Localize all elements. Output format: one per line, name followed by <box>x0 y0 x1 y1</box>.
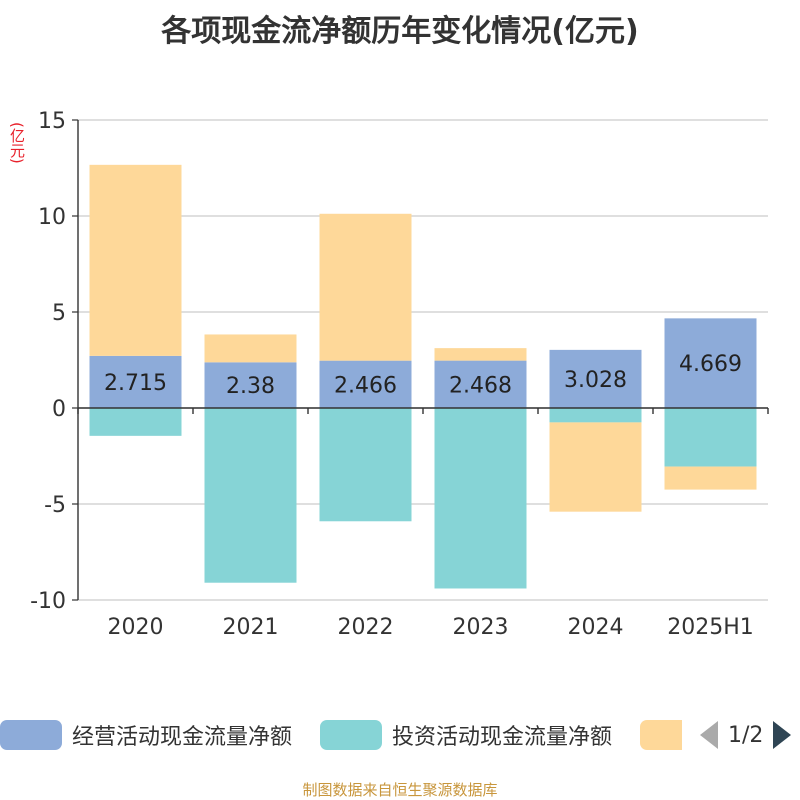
legend-pager: 1/2 <box>700 718 792 752</box>
bar-series2-2025H1 <box>664 408 757 467</box>
legend-next-page-icon[interactable] <box>773 721 792 749</box>
bar-series1-2024 <box>549 349 642 408</box>
y-tick-label: 5 <box>52 301 66 326</box>
bar-series3-2023 <box>434 348 527 361</box>
legend-swatch-third <box>640 720 682 750</box>
x-tick-label: 2020 <box>108 615 164 640</box>
bar-series1-2022 <box>319 360 412 408</box>
bar-series2-2024 <box>549 408 642 423</box>
bar-series3-2025H1 <box>664 466 757 490</box>
bar-series3-2020 <box>89 164 182 356</box>
chart-title: 各项现金流净额历年变化情况(亿元) <box>161 14 639 49</box>
bar-series1-2021 <box>204 362 297 408</box>
legend-swatch-operating <box>0 720 62 750</box>
data-label: 2.715 <box>104 371 167 396</box>
x-tick-label: 2024 <box>568 615 624 640</box>
data-label: 2.38 <box>226 374 275 399</box>
bar-chart: -10 -5 0 5 10 15 2.715 2.38 2.466 2.468 3.028 4.669… <box>30 109 769 640</box>
bar-series2-2021 <box>204 408 297 583</box>
y-tick-label: -5 <box>44 493 66 518</box>
bar-series2-2020 <box>89 408 182 436</box>
bar-series3-2021 <box>204 334 297 363</box>
bar-series1-2025H1 <box>664 318 757 408</box>
legend-item-operating[interactable]: 经营活动现金流量净额 <box>0 718 292 752</box>
legend-page-indicator: 1/2 <box>728 722 764 748</box>
legend-item-investing[interactable]: 投资活动现金流量净额 <box>320 718 612 752</box>
legend-prev-page-icon[interactable] <box>700 721 718 749</box>
bar-series3-2024 <box>549 422 642 512</box>
y-tick-label: 15 <box>38 109 66 134</box>
bar-series1-2023 <box>434 360 527 408</box>
bar-series1-2020 <box>89 355 182 408</box>
bar-series2-2022 <box>319 408 412 522</box>
source-footer: 制图数据来自恒生聚源数据库 <box>302 781 498 799</box>
bar-series2-2023 <box>434 408 527 589</box>
data-label: 2.466 <box>334 373 397 398</box>
x-tick-label: 2025H1 <box>667 615 754 640</box>
legend-item-third[interactable] <box>640 718 692 752</box>
legend-swatch-investing <box>320 720 382 750</box>
x-tick-label: 2023 <box>453 615 509 640</box>
data-label: 4.669 <box>679 352 742 377</box>
y-tick-label: -10 <box>30 589 66 614</box>
x-tick-label: 2022 <box>338 615 394 640</box>
legend: 经营活动现金流量净额 投资活动现金流量净额 <box>0 718 800 752</box>
y-tick-label: 0 <box>52 397 66 422</box>
y-tick-label: 10 <box>38 205 66 230</box>
x-tick-label: 2021 <box>223 615 279 640</box>
data-label: 3.028 <box>564 368 627 393</box>
bar-series3-2022 <box>319 213 412 361</box>
legend-label-investing: 投资活动现金流量净额 <box>392 725 613 750</box>
y-axis-unit: (亿元) <box>8 122 26 164</box>
data-label: 2.468 <box>449 373 512 398</box>
legend-label-operating: 经营活动现金流量净额 <box>72 725 293 750</box>
